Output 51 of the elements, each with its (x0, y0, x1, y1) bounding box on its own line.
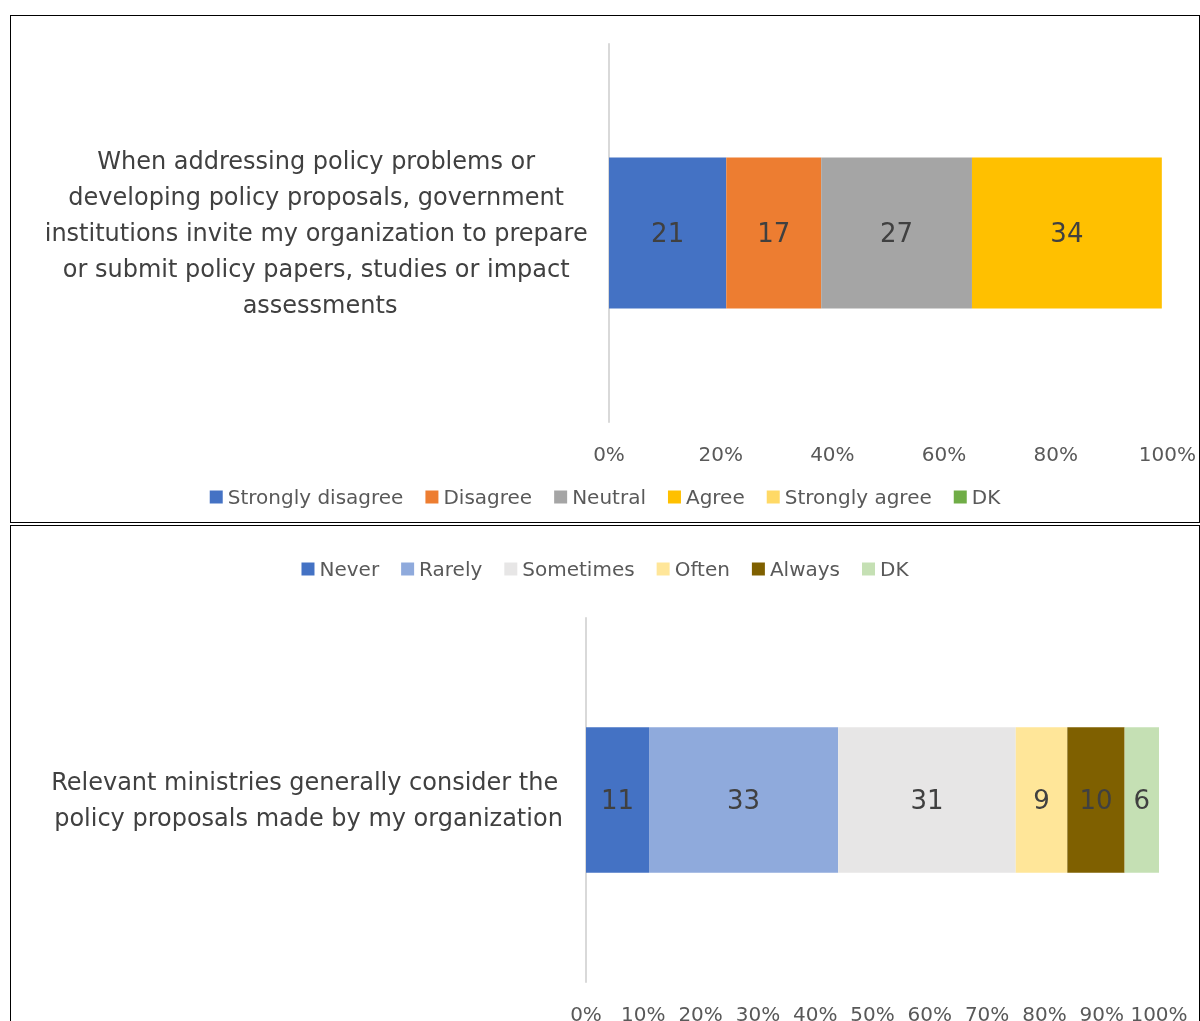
x-tick-label: 40% (792, 1002, 838, 1021)
bar (971, 157, 1162, 309)
legend-label: Never (319, 557, 380, 581)
x-tick-label: 0% (570, 1002, 602, 1021)
data-label: 21 (651, 218, 685, 248)
x-tick-label: 70% (964, 1002, 1010, 1021)
bar (1124, 727, 1159, 873)
bar (838, 727, 1016, 873)
x-tick-label: 40% (810, 442, 855, 466)
data-label: 34 (1050, 218, 1084, 248)
x-tick-label: 80% (1033, 442, 1078, 466)
legend-label: DK (971, 485, 1002, 509)
legend-label: Sometimes (522, 557, 635, 581)
y-tick-label: Relevant ministries generally consider the policy proposals made by my organization (51, 768, 566, 832)
legend-label: Agree (685, 485, 745, 509)
bar (609, 157, 727, 309)
x-tick-label: 20% (698, 442, 743, 466)
data-label: 17 (757, 218, 791, 248)
legend-label: Neutral (572, 485, 646, 509)
legend-label: Always (769, 557, 840, 581)
x-tick-label: 100% (1138, 442, 1196, 466)
x-tick-label: 60% (907, 1002, 953, 1021)
bar (649, 727, 839, 873)
x-tick-label: 50% (850, 1002, 895, 1021)
legend-label: DK (880, 557, 910, 581)
data-label: 27 (880, 218, 914, 248)
x-tick-label: 10% (621, 1002, 666, 1021)
x-tick-label: 20% (678, 1002, 723, 1021)
x-tick-label: 60% (921, 442, 967, 466)
data-label: 10 (1079, 785, 1113, 815)
legend-label: Disagree (443, 485, 533, 509)
x-tick-label: 30% (735, 1002, 781, 1021)
x-tick-label: 90% (1079, 1002, 1124, 1021)
data-label: 31 (910, 785, 944, 815)
bar (586, 727, 650, 873)
bar (1015, 727, 1068, 873)
data-label: 6 (1133, 785, 1151, 815)
data-label: 9 (1033, 785, 1050, 815)
legend-label: Strongly agree (784, 485, 932, 509)
legend-label: Rarely (419, 557, 483, 581)
y-tick-label: When addressing policy problems or developing policy proposals, government institutions invite my organization to prepare or submit policy papers, studies or impact assessments (44, 147, 596, 319)
bar (726, 157, 822, 309)
legend-label: Strongly disagree (227, 485, 404, 509)
x-tick-label: 80% (1022, 1002, 1067, 1021)
legend-label: Often (674, 557, 730, 581)
x-tick-label: 0% (593, 442, 625, 466)
x-tick-label: 100% (1130, 1002, 1188, 1021)
bar (1067, 727, 1125, 873)
bar (821, 157, 972, 309)
data-label: 33 (727, 785, 761, 815)
data-label: 11 (600, 785, 635, 815)
